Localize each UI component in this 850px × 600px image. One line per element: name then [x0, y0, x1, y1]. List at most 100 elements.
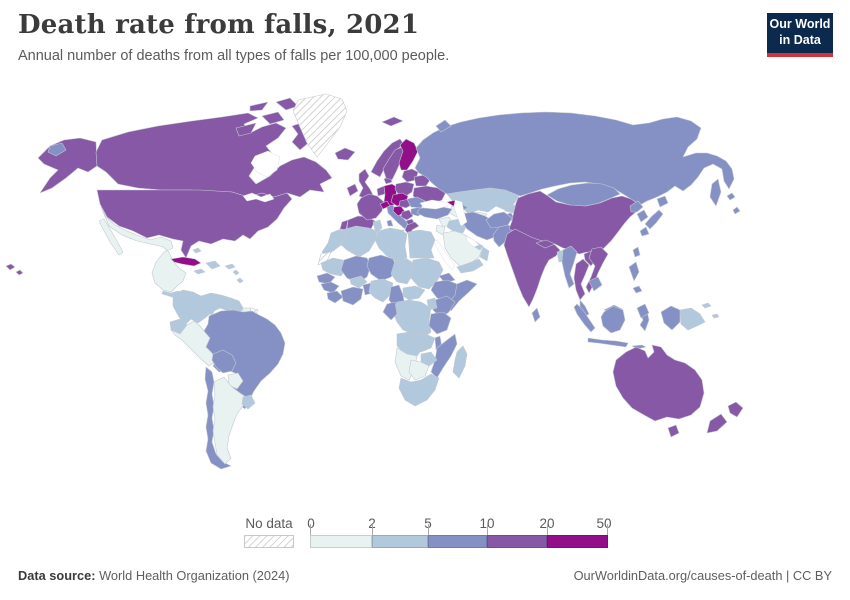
country-poland[interactable]	[394, 181, 415, 197]
country-canada-arctic-islands[interactable]	[235, 97, 321, 151]
country-south-korea[interactable]	[636, 209, 649, 223]
country-ivory-coast-ghana[interactable]	[340, 286, 364, 306]
country-svalbard[interactable]	[381, 116, 404, 127]
country-mexico[interactable]	[100, 206, 187, 293]
country-gabon-congo[interactable]	[382, 301, 398, 321]
country-australia[interactable]	[612, 344, 705, 422]
legend-bin-5-10[interactable]	[428, 535, 487, 548]
country-russia-kurils[interactable]	[726, 192, 741, 215]
legend-tickmark	[372, 524, 373, 535]
country-guinea[interactable]	[320, 281, 340, 294]
country-sierra-leone-liberia[interactable]	[326, 290, 344, 304]
country-jamaica[interactable]	[193, 268, 206, 275]
legend-bin-10-20[interactable]	[487, 535, 547, 548]
country-afghanistan[interactable]	[485, 211, 513, 229]
country-zambia[interactable]	[412, 333, 436, 353]
country-russia-novaya-zemlya[interactable]	[435, 119, 452, 133]
country-cambodia[interactable]	[588, 276, 603, 292]
legend-tickmark	[310, 524, 311, 535]
country-senegal[interactable]	[316, 272, 336, 285]
country-philippines[interactable]	[628, 261, 650, 319]
country-chad[interactable]	[390, 258, 416, 285]
country-papua-new-guinea[interactable]	[679, 302, 720, 331]
hudson-bay	[250, 150, 281, 178]
country-tanzania[interactable]	[428, 311, 452, 335]
country-russia-sakhalin[interactable]	[709, 178, 722, 207]
country-venezuela[interactable]	[200, 292, 236, 319]
country-russia[interactable]	[414, 111, 735, 206]
legend-tick-5: 5	[424, 516, 432, 531]
country-taiwan[interactable]	[632, 246, 641, 258]
country-mongolia[interactable]	[546, 182, 621, 207]
owid-logo-line2: in Data	[779, 32, 821, 47]
legend-tick-2: 2	[368, 516, 376, 531]
chart-header: Death rate from falls, 2021 Annual numbe…	[18, 10, 449, 64]
country-japan[interactable]	[639, 195, 669, 237]
country-yemen[interactable]	[456, 258, 484, 274]
country-niger[interactable]	[366, 254, 398, 282]
country-bolivia[interactable]	[211, 349, 237, 374]
country-zimbabwe[interactable]	[420, 351, 438, 367]
country-algeria[interactable]	[338, 225, 378, 258]
country-australia-tasmania[interactable]	[667, 424, 680, 438]
country-india[interactable]	[503, 228, 561, 308]
country-madagascar[interactable]	[452, 345, 468, 379]
country-egypt[interactable]	[407, 229, 436, 259]
country-north-korea[interactable]	[629, 200, 644, 213]
country-greenland[interactable]	[292, 93, 348, 158]
legend-tickmark	[547, 524, 548, 535]
country-mali[interactable]	[340, 255, 372, 284]
country-libya[interactable]	[374, 227, 408, 263]
country-cuba[interactable]	[170, 256, 202, 267]
legend-bin-20-50[interactable]	[547, 535, 608, 548]
owid-logo-line1: Our World	[769, 17, 831, 31]
country-indonesia-papua[interactable]	[660, 305, 681, 331]
legend-tickmark	[428, 524, 429, 535]
country-serbia-bosnia[interactable]	[400, 209, 414, 221]
country-sudan[interactable]	[410, 257, 444, 290]
country-russia-bering-island[interactable]	[47, 142, 67, 157]
country-ireland[interactable]	[346, 183, 359, 197]
country-hispaniola[interactable]	[205, 260, 221, 270]
country-nepal[interactable]	[535, 239, 556, 249]
country-oman[interactable]	[479, 246, 490, 262]
country-netherlands-belgium[interactable]	[376, 185, 386, 197]
country-united-states-hawaii[interactable]	[5, 263, 24, 276]
country-mexico-baja[interactable]	[98, 218, 124, 256]
legend-no-data-swatch[interactable]	[244, 535, 295, 549]
country-bahamas[interactable]	[192, 247, 202, 254]
country-france[interactable]	[356, 193, 385, 221]
legend-no-data-label: No data	[245, 516, 293, 531]
country-tunisia[interactable]	[372, 219, 383, 234]
country-united-states-alaska[interactable]	[37, 137, 98, 194]
country-lesser-antilles[interactable]	[232, 269, 244, 284]
country-thailand[interactable]	[573, 258, 590, 301]
country-myanmar[interactable]	[561, 245, 578, 289]
country-chile[interactable]	[204, 366, 232, 470]
legend-color-scale[interactable]: 0 2 5 10 20 50	[307, 516, 612, 549]
legend-tick-0: 0	[307, 516, 315, 531]
country-nigeria[interactable]	[368, 278, 394, 303]
country-puerto-rico[interactable]	[224, 263, 236, 270]
legend-bin-2-5[interactable]	[372, 535, 428, 548]
red-sea	[433, 239, 456, 271]
country-dr-congo[interactable]	[392, 299, 432, 339]
country-iceland[interactable]	[334, 147, 356, 161]
country-south-africa[interactable]	[398, 373, 440, 407]
caspian-sea	[453, 199, 468, 227]
footer-link-license[interactable]: OurWorldinData.org/causes-of-death | CC …	[573, 568, 832, 583]
country-central-african-republic[interactable]	[402, 285, 426, 301]
country-indonesia[interactable]	[573, 303, 650, 350]
country-sri-lanka[interactable]	[531, 307, 541, 323]
legend-no-data: No data	[243, 516, 295, 553]
country-new-zealand[interactable]	[706, 401, 744, 434]
country-mozambique[interactable]	[430, 333, 458, 379]
country-botswana[interactable]	[408, 359, 430, 381]
legend-bin-0-2[interactable]	[310, 535, 372, 548]
country-finland[interactable]	[398, 138, 419, 171]
country-uruguay[interactable]	[241, 394, 256, 410]
country-argentina[interactable]	[212, 376, 247, 465]
page-title: Death rate from falls, 2021	[18, 10, 420, 40]
country-belarus[interactable]	[413, 174, 431, 187]
country-united-states[interactable]	[96, 189, 293, 259]
